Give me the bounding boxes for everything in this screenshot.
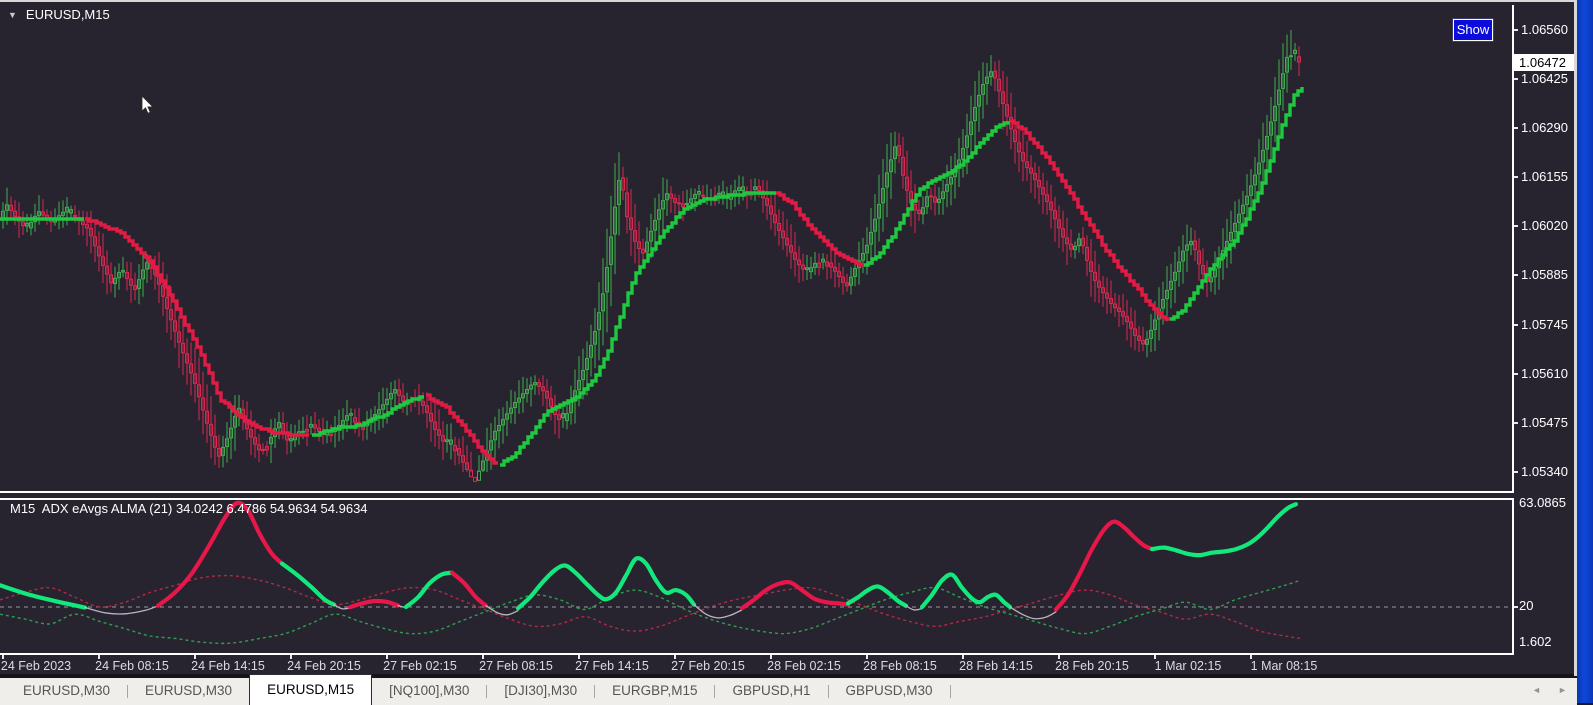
- price-axis-tick: [1514, 274, 1518, 276]
- time-tick-label: 24 Feb 14:15: [191, 659, 265, 673]
- time-axis-tick: [98, 655, 100, 659]
- current-price-badge: 1.06472: [1514, 54, 1574, 71]
- price-axis-tick: [1514, 225, 1518, 227]
- chart-tab[interactable]: GBPUSD,M30: [845, 683, 933, 698]
- tab-scroll-right-button[interactable]: ►: [1558, 685, 1567, 695]
- indicator-scale-level: 20: [1519, 598, 1534, 613]
- time-tick-label: 1 Mar 08:15: [1250, 659, 1318, 673]
- show-button[interactable]: Show: [1452, 18, 1494, 42]
- time-axis-tick: [386, 655, 388, 659]
- chart-tab-active[interactable]: EURUSD,M15: [249, 674, 373, 705]
- indicator-scale-min: 1.602: [1519, 634, 1552, 649]
- price-tick-label: 1.05610: [1521, 366, 1568, 381]
- time-tick-label: 24 Feb 2023: [0, 659, 72, 673]
- mouse-cursor-icon: [141, 95, 154, 114]
- tab-separator: [594, 685, 596, 698]
- chart-tab[interactable]: EURGBP,M15: [612, 683, 698, 698]
- tab-separator: [714, 685, 716, 698]
- indicator-label: M15 ADX eAvgs ALMA (21) 34.0242 6.4786 5…: [10, 501, 368, 516]
- time-tick-label: 28 Feb 20:15: [1055, 659, 1129, 673]
- chart-tab[interactable]: GBPUSD,H1: [732, 683, 811, 698]
- price-axis-tick: [1514, 324, 1518, 326]
- indicator-pane[interactable]: [0, 498, 1514, 655]
- price-tick-label: 1.05745: [1521, 317, 1568, 332]
- price-tick-label: 1.06020: [1521, 218, 1568, 233]
- time-tick-label: 1 Mar 02:15: [1154, 659, 1222, 673]
- tab-separator: [486, 685, 488, 698]
- time-tick-label: 24 Feb 20:15: [287, 659, 361, 673]
- time-tick-label: 24 Feb 08:15: [95, 659, 169, 673]
- symbol-label: ▼ EURUSD,M15: [8, 7, 110, 22]
- candlestick-chart[interactable]: [0, 5, 1512, 491]
- indicator-scale-tick: [1514, 606, 1518, 608]
- price-axis-tick: [1514, 176, 1518, 178]
- tab-separator: [127, 685, 129, 698]
- price-axis-tick: [1514, 422, 1518, 424]
- price-tick-label: 1.06155: [1521, 169, 1568, 184]
- indicator-chart[interactable]: [0, 500, 1510, 653]
- time-axis-tick: [578, 655, 580, 659]
- time-axis-tick: [482, 655, 484, 659]
- tab-scroll-left-button[interactable]: ◄: [1532, 685, 1541, 695]
- indicator-scale-max: 63.0865: [1519, 495, 1566, 510]
- time-axis-tick: [194, 655, 196, 659]
- time-axis-tick: [1154, 655, 1156, 659]
- price-axis-tick: [1514, 29, 1518, 31]
- time-axis-tick: [1250, 655, 1252, 659]
- time-axis-tick: [770, 655, 772, 659]
- price-tick-label: 1.06290: [1521, 120, 1568, 135]
- price-axis-tick: [1514, 127, 1518, 129]
- price-axis-tick: [1514, 471, 1518, 473]
- time-tick-label: 27 Feb 20:15: [671, 659, 745, 673]
- time-tick-label: 27 Feb 14:15: [575, 659, 649, 673]
- time-tick-label: 27 Feb 02:15: [383, 659, 457, 673]
- statusbar-divider: [0, 674, 1577, 678]
- time-axis-tick: [866, 655, 868, 659]
- chart-tab[interactable]: EURUSD,M30: [145, 683, 233, 698]
- tab-separator: [949, 685, 951, 698]
- time-axis-tick: [2, 655, 4, 659]
- time-axis-tick: [674, 655, 676, 659]
- price-tick-label: 1.06560: [1521, 22, 1568, 37]
- window-blue-edge: [1577, 0, 1593, 703]
- chart-tab[interactable]: [DJI30],M30: [504, 683, 578, 698]
- dropdown-arrow-icon: ▼: [8, 9, 17, 20]
- tab-separator: [827, 685, 829, 698]
- time-tick-label: 28 Feb 08:15: [863, 659, 937, 673]
- time-axis-tick: [1058, 655, 1060, 659]
- time-axis-tick: [290, 655, 292, 659]
- time-axis-tick: [962, 655, 964, 659]
- price-tick-label: 1.06425: [1521, 71, 1568, 86]
- chart-tab[interactable]: [NQ100],M30: [389, 683, 470, 698]
- main-chart-pane[interactable]: [0, 5, 1514, 493]
- time-tick-label: 28 Feb 14:15: [959, 659, 1033, 673]
- time-tick-label: 28 Feb 02:15: [767, 659, 841, 673]
- price-axis-tick: [1514, 78, 1518, 80]
- symbol-label-text: EURUSD,M15: [25, 7, 110, 22]
- window-border: [1574, 0, 1577, 676]
- price-axis-tick: [1514, 373, 1518, 375]
- tab-bar: EURUSD,M30 EURUSD,M30 EURUSD,M15 [NQ100],M3…: [0, 674, 1577, 705]
- price-tick-label: 1.05885: [1521, 267, 1568, 282]
- time-tick-label: 27 Feb 08:15: [479, 659, 553, 673]
- price-tick-label: 1.05340: [1521, 464, 1568, 479]
- price-tick-label: 1.05475: [1521, 415, 1568, 430]
- chart-tab[interactable]: EURUSD,M30: [23, 683, 111, 698]
